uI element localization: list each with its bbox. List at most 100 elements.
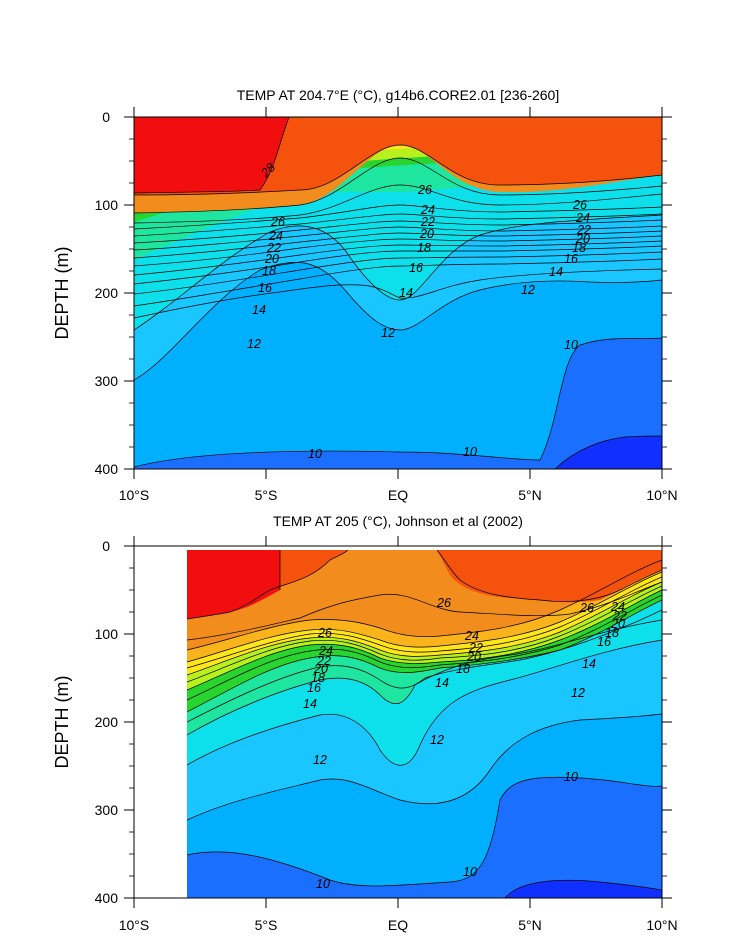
contour-label: 14: [582, 657, 596, 671]
contour-label: 12: [381, 326, 395, 340]
y-tick-label: 300: [95, 373, 119, 389]
contour-label: 12: [247, 337, 261, 351]
y-tick-label: 100: [95, 626, 119, 642]
contour-line: [186, 589, 662, 691]
contour-label: 24: [610, 600, 625, 614]
contour-label: 16: [409, 261, 423, 275]
panel-top-contour-labels: 28 26 24 22 20 18 16 14 12 10 26 24 22 2…: [247, 160, 591, 461]
contour-label: 16: [258, 281, 272, 295]
panel-bottom-contour-labels: 26 24 22 20 18 16 14 12 26 24 22 20 18 1…: [303, 596, 627, 891]
contour-line: [504, 879, 662, 898]
contour-label: 26: [579, 601, 594, 615]
contour-label: 16: [597, 635, 611, 649]
contour-label: 10: [308, 447, 322, 461]
panel-bottom-title: TEMP AT 205 (°C), Johnson et al (2002): [273, 513, 523, 529]
contour-label: 10: [564, 338, 578, 352]
panel-bottom-ticks: [124, 536, 672, 908]
panel-bottom-filled-contours: [187, 550, 662, 898]
contour-label: 14: [399, 286, 413, 300]
band-red-right: [437, 550, 662, 603]
contour-line: [186, 609, 662, 723]
band-deepblue: [555, 436, 662, 469]
contour-label: 22: [266, 241, 281, 255]
contour-label: 24: [318, 644, 333, 658]
contour-line: [186, 571, 662, 663]
contour-line: [186, 559, 662, 651]
y-tick-label: 300: [95, 802, 119, 818]
contour-label: 24: [464, 629, 479, 643]
contour-label: 20: [313, 662, 328, 676]
contour-label: 24: [268, 229, 283, 243]
panel-top-contour-lines: [134, 117, 662, 469]
contour-label: 12: [571, 686, 585, 700]
contour-line: [186, 776, 662, 887]
panel-bottom-y-tick-labels: 0 100 200 300 400: [95, 538, 119, 906]
contour-label: 16: [307, 681, 321, 695]
contour-line: [554, 435, 662, 469]
contour-line: [134, 157, 662, 214]
contour-line: [134, 230, 662, 259]
contour-line: [134, 245, 662, 285]
contour-label: 24: [575, 211, 590, 225]
panel-top-minor-ticks: [129, 138, 667, 448]
contour-line: [134, 235, 662, 267]
contour-line: [186, 619, 662, 736]
x-tick-label: 10°N: [646, 487, 677, 503]
contour-label: 20: [610, 617, 625, 631]
x-tick-label: 5°N: [518, 917, 542, 933]
contour-label: 14: [303, 697, 317, 711]
contour-label: 22: [468, 641, 483, 655]
contour-line: [186, 585, 662, 683]
contour-label: 20: [419, 227, 434, 241]
contour-label: 26: [270, 215, 285, 229]
panel-top-y-axis-label: DEPTH (m): [52, 247, 72, 340]
contour-label: 22: [420, 215, 435, 229]
contour-line: [134, 204, 662, 230]
panel-bottom-minor-ticks: [129, 567, 667, 877]
panel-top-filled-contours: [134, 117, 662, 469]
contour-line: [186, 599, 662, 713]
x-tick-label: 5°N: [518, 487, 542, 503]
contour-label: 12: [430, 733, 444, 747]
contour-label: 26: [417, 183, 432, 197]
contour-label: 14: [435, 676, 449, 690]
contour-label: 20: [264, 252, 279, 266]
contour-line: [186, 581, 662, 641]
contour-line: [134, 184, 662, 224]
contour-line: [134, 117, 290, 194]
x-tick-label: 10°N: [646, 917, 677, 933]
contour-label: 12: [313, 753, 327, 767]
contour-label: 18: [572, 241, 586, 255]
panel-top-title: TEMP AT 204.7°E (°C), g14b6.CORE2.01 [23…: [237, 87, 559, 103]
contour-line: [186, 581, 662, 676]
y-tick-label: 200: [95, 285, 119, 301]
contour-label: 14: [549, 265, 563, 279]
contour-label: 18: [417, 241, 431, 255]
x-tick-label: EQ: [388, 917, 408, 933]
contour-line: [134, 337, 662, 468]
x-tick-label: EQ: [388, 487, 408, 503]
contour-line: [134, 144, 662, 196]
contour-label: 12: [521, 283, 535, 297]
contour-line: [186, 639, 662, 766]
contour-label: 26: [572, 198, 587, 212]
band-hot: [187, 550, 280, 619]
panel-top: TEMP AT 204.7°E (°C), g14b6.CORE2.01 [23…: [52, 87, 678, 503]
panel-top-x-tick-labels: 10°S 5°S EQ 5°N 10°N: [119, 487, 678, 503]
band-hot: [134, 117, 289, 193]
y-tick-label: 400: [95, 461, 119, 477]
contour-line: [134, 213, 662, 237]
contour-line: [134, 258, 662, 307]
contour-line: [436, 549, 662, 602]
contour-label: 10: [316, 877, 330, 891]
contour-label: 10: [463, 445, 477, 459]
y-tick-label: 200: [95, 714, 119, 730]
contour-label: 24: [420, 203, 435, 217]
contour-label: 14: [252, 303, 266, 317]
contour-line: [186, 576, 662, 669]
panel-bottom: TEMP AT 205 (°C), Johnson et al (2002): [52, 513, 678, 933]
contour-label: 22: [612, 609, 627, 623]
y-tick-label: 400: [95, 890, 119, 906]
contour-label: 26: [317, 626, 332, 640]
